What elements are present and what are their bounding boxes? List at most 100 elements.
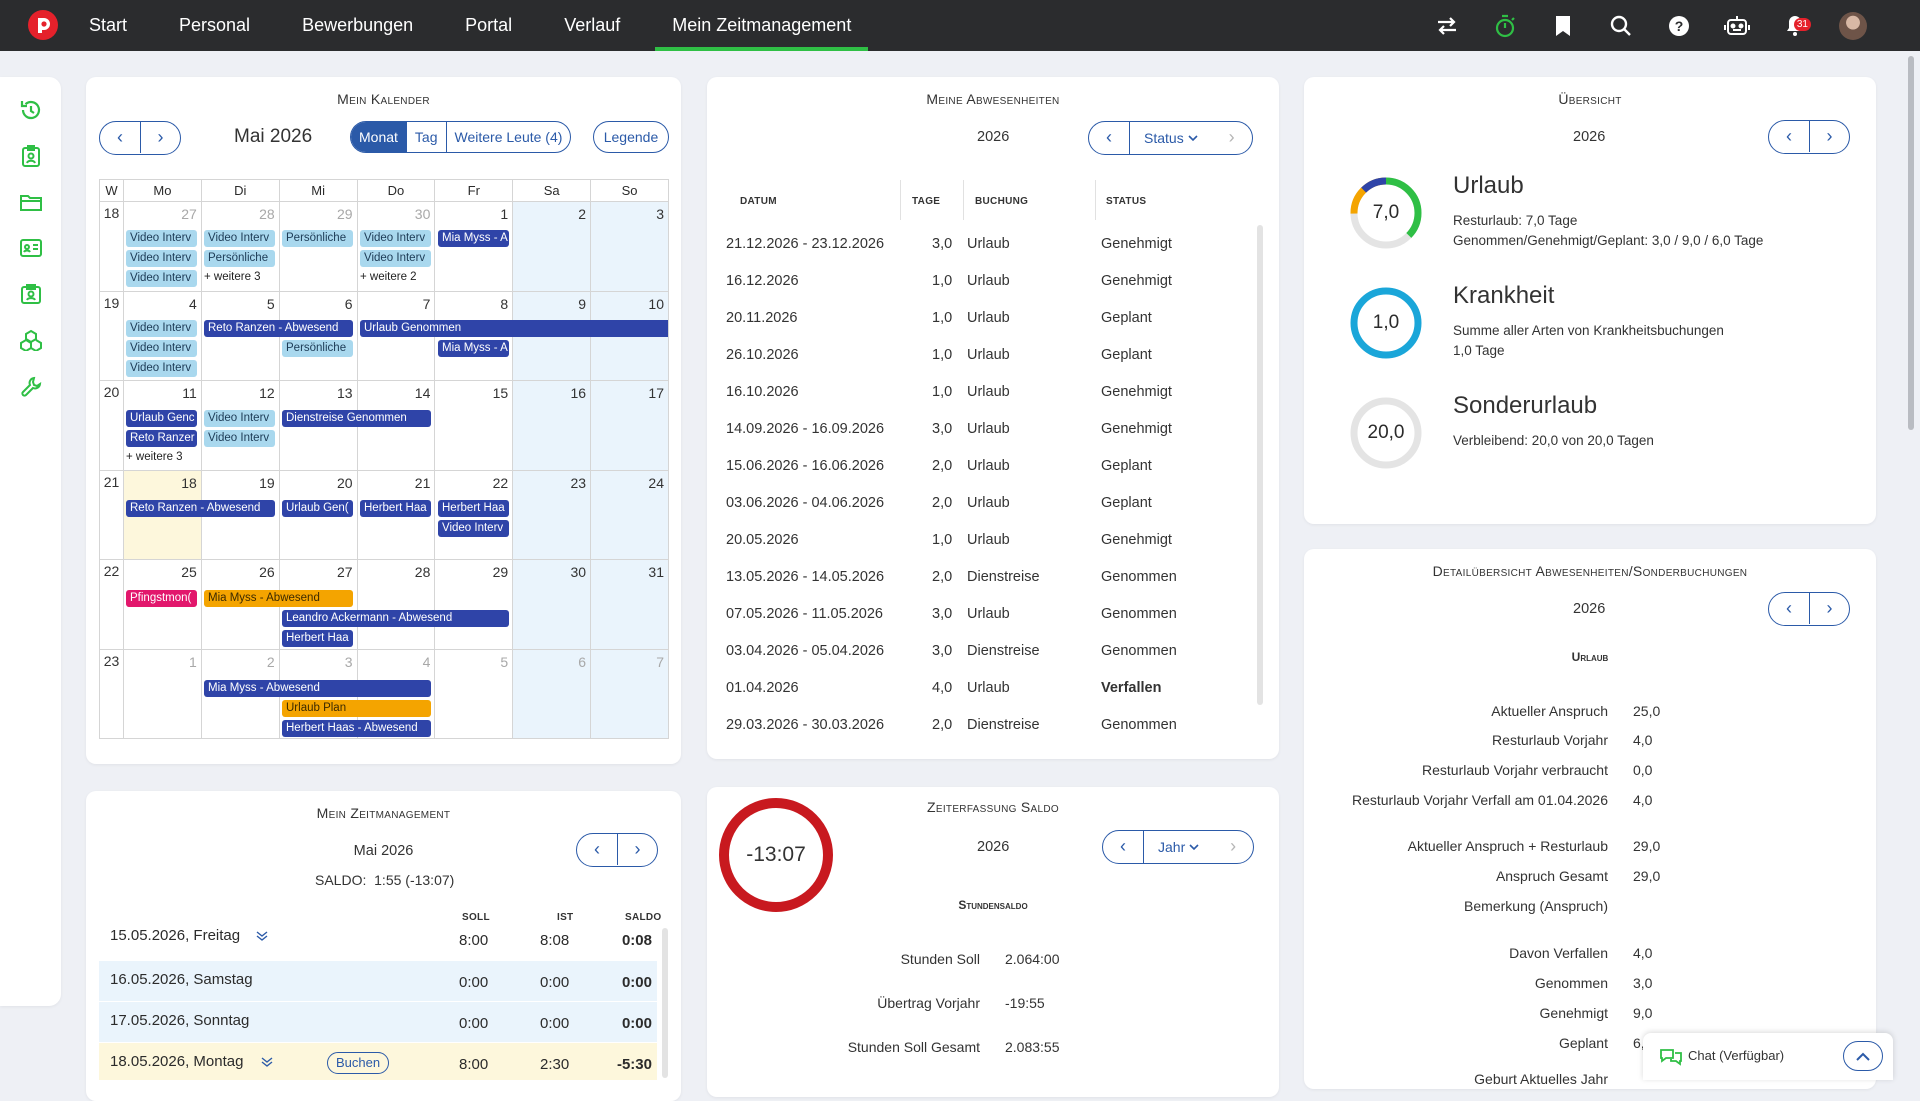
calendar-day[interactable]: 15 [434,380,514,471]
calendar-event[interactable]: Herbert Haa [438,500,509,517]
calendar-event[interactable]: Urlaub Genommen [360,320,668,337]
legend-button[interactable]: Legende [593,121,669,153]
calendar-event[interactable]: Herbert Haa [282,630,353,647]
calendar-event[interactable]: Dienstreise Genommen [282,410,431,427]
stopwatch-icon[interactable] [1476,0,1534,51]
calendar-event[interactable]: Urlaub Gen( [282,500,353,517]
cubes-icon[interactable] [18,327,44,353]
user-avatar[interactable] [1824,0,1882,51]
calendar-event[interactable]: Video Interv [438,520,509,537]
next-year-button[interactable]: › [1809,593,1849,624]
calendar-event[interactable]: Reto Ranzen - Abwesend [126,500,275,517]
calendar-day[interactable]: 7 [590,648,669,739]
calendar-day[interactable]: 16 [512,380,592,471]
next-year-button[interactable]: › [1230,836,1237,856]
calendar-event[interactable]: Urlaub Genc [126,410,197,427]
calendar-day[interactable]: 17 [590,380,669,471]
calendar-event[interactable]: Pfingstmon( [126,590,197,607]
calendar-event[interactable]: Video Interv [126,360,197,377]
calendar-event[interactable]: Video Interv [360,250,431,267]
calendar-event[interactable]: Persönliche [204,250,275,267]
time-row-today[interactable]: 18.05.2026, Montag Buchen 8:00 2:30 -5:3… [99,1043,657,1080]
clipboard-user-icon[interactable] [18,281,44,307]
badge-id-icon[interactable] [18,143,44,169]
calendar-event[interactable]: Mia Myss - Abwesend [204,680,431,697]
calendar-event[interactable]: Reto Ranzen - Abwesend [204,320,353,337]
nav-verlauf[interactable]: Verlauf [564,15,621,35]
calendar-day[interactable]: 29 [434,559,514,650]
period-filter-dropdown[interactable]: Jahr [1143,831,1213,863]
calendar-day[interactable]: 28 [356,559,436,650]
time-row[interactable]: 15.05.2026, Freitag 8:00 8:08 0:08 [99,918,657,960]
calendar-event[interactable]: Mia Myss - A [438,230,509,247]
nav-bewerbungen[interactable]: Bewerbungen [302,15,414,35]
view-more-people-tab[interactable]: Weitere Leute (4) [445,122,571,152]
switch-arrows-icon[interactable] [1418,0,1476,51]
more-events-link[interactable]: + weitere 3 [204,271,261,283]
nav-portal[interactable]: Portal [465,15,513,35]
calendar-event[interactable]: Video Interv [126,320,197,337]
calendar-event[interactable]: Urlaub Plan [282,700,431,717]
calendar-event[interactable]: Herbert Haa [360,500,431,517]
calendar-event[interactable]: Video Interv [204,230,275,247]
absences-scrollbar[interactable] [1257,225,1263,705]
timemgmt-scrollbar[interactable] [662,928,668,1078]
chat-widget[interactable]: Chat (Verfügbar) [1643,1033,1893,1080]
next-month-button[interactable]: › [140,122,180,153]
calendar-day[interactable]: 1 [123,648,202,739]
nav-start[interactable]: Start [89,15,128,35]
calendar-event[interactable]: Video Interv [204,410,275,427]
calendar-day[interactable]: 3 [590,201,669,292]
calendar-event[interactable]: Persönliche [282,340,353,357]
more-events-link[interactable]: + weitere 3 [126,451,183,463]
calendar-event[interactable]: Video Interv [204,430,275,447]
time-row[interactable]: 17.05.2026, Sonntag 0:00 0:00 0:00 [99,1002,657,1042]
calendar-event[interactable]: Video Interv [126,340,197,357]
prev-year-button[interactable]: ‹ [1106,127,1112,147]
address-card-icon[interactable] [18,235,44,261]
calendar-event[interactable]: Video Interv [126,230,197,247]
calendar-day[interactable]: 24 [590,469,669,560]
status-filter-dropdown[interactable]: Status [1129,122,1212,154]
robot-icon[interactable] [1708,0,1766,51]
prev-year-button[interactable]: ‹ [1786,598,1792,618]
calendar-day[interactable]: 31 [590,559,669,650]
calendar-event[interactable]: Persönliche [282,230,353,247]
more-events-link[interactable]: + weitere 2 [360,271,417,283]
calendar-event[interactable]: Herbert Haas - Abwesend [282,720,431,737]
calendar-day[interactable]: 23 [512,469,592,560]
calendar-event[interactable]: Mia Myss - A [438,340,509,357]
history-icon[interactable] [18,97,44,123]
calendar-event[interactable]: Video Interv [360,230,431,247]
notifications-bell-icon[interactable]: 31 [1766,0,1824,51]
chat-expand-button[interactable] [1843,1041,1883,1071]
search-icon[interactable] [1592,0,1650,51]
app-logo[interactable] [28,10,58,40]
prev-year-button[interactable]: ‹ [1120,836,1126,856]
calendar-day[interactable]: 6 [512,648,592,739]
nav-mein-zeitmanagement[interactable]: Mein Zeitmanagement [655,0,869,51]
time-row[interactable]: 16.05.2026, Samstag 0:00 0:00 0:00 [99,961,657,1001]
calendar-day[interactable]: 30 [512,559,592,650]
help-icon[interactable]: ? [1650,0,1708,51]
next-year-button[interactable]: › [1228,127,1235,147]
calendar-event[interactable]: Mia Myss - Abwesend [204,590,353,607]
prev-month-button[interactable]: ‹ [594,839,600,859]
view-month-tab[interactable]: Monat [351,122,406,152]
nav-personal[interactable]: Personal [179,15,251,35]
calendar-day[interactable]: 5 [434,648,514,739]
calendar-event[interactable]: Reto Ranzer [126,430,197,447]
view-day-tab[interactable]: Tag [405,122,446,152]
prev-year-button[interactable]: ‹ [1786,126,1792,146]
calendar-event[interactable]: Video Interv [126,270,197,287]
wrench-icon[interactable] [18,373,44,399]
calendar-day[interactable]: 2 [512,201,592,292]
buchen-button[interactable]: Buchen [327,1052,390,1074]
bookmark-icon[interactable] [1534,0,1592,51]
page-scrollbar[interactable] [1908,56,1914,430]
next-year-button[interactable]: › [1809,121,1849,152]
calendar-event[interactable]: Leandro Ackermann - Abwesend [282,610,509,627]
folder-icon[interactable] [18,189,44,215]
next-month-button[interactable]: › [617,834,657,865]
calendar-event[interactable]: Video Interv [126,250,197,267]
